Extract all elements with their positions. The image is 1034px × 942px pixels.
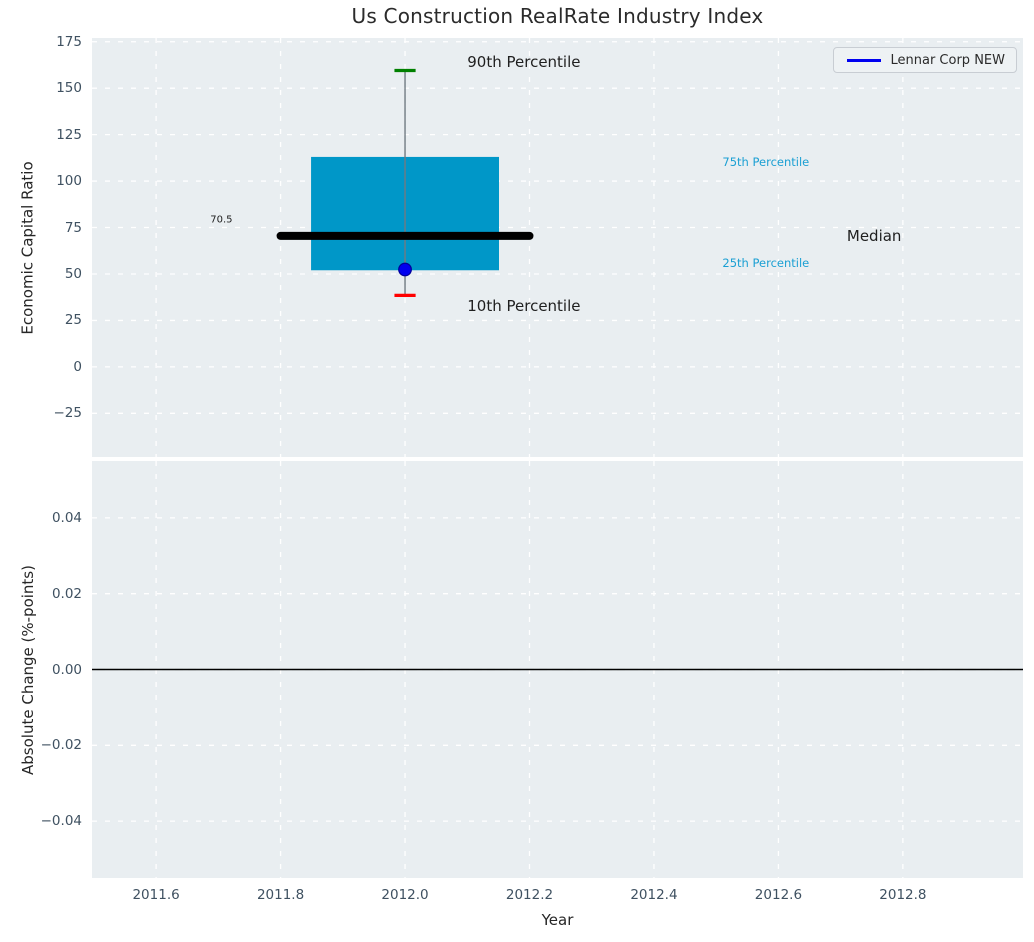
bottom-y-tick-label: 0.04 <box>51 509 82 526</box>
top-y-tick-label: 150 <box>56 80 82 97</box>
annotation-median-value: 70.5 <box>210 214 233 226</box>
company-marker <box>398 262 412 277</box>
top-y-tick-label: 25 <box>64 312 82 329</box>
x-tick-label: 2012.2 <box>505 887 554 903</box>
top-y-tick-label: 50 <box>64 265 82 282</box>
legend-line-swatch <box>846 58 881 62</box>
top-y-tick-label: 175 <box>56 33 82 50</box>
legend-label: Lennar Corp NEW <box>890 52 1006 68</box>
x-tick-label: 2012.0 <box>381 887 429 903</box>
top-y-tick-label: 125 <box>56 126 82 143</box>
legend: Lennar Corp NEW <box>832 47 1017 73</box>
bottom-plot-panel <box>92 461 1023 878</box>
top-y-tick-label: 100 <box>56 173 82 190</box>
annotation-75th-percentile: 75th Percentile <box>722 155 810 170</box>
annotation-10th-percentile: 10th Percentile <box>467 296 581 315</box>
chart-title: Us Construction RealRate Industry Index <box>351 4 764 28</box>
x-tick-label: 2012.6 <box>754 887 803 903</box>
annotation-90th-percentile: 90th Percentile <box>467 53 581 72</box>
bottom-y-tick-label: 0.02 <box>51 585 82 602</box>
top-y-axis-label-wrap: Economic Capital Ratio <box>12 38 44 457</box>
annotation-25th-percentile: 25th Percentile <box>722 255 810 270</box>
top-y-tick-label: 75 <box>64 219 82 236</box>
x-tick-label: 2011.6 <box>132 887 180 903</box>
top-plot-panel: Lennar Corp NEW 90th Percentile 10th Per… <box>92 38 1023 457</box>
annotation-median: Median <box>846 226 902 245</box>
gridlines <box>92 38 1023 457</box>
bottom-plot-canvas <box>92 461 1023 878</box>
x-tick-label: 2012.4 <box>630 887 678 903</box>
x-tick-label: 2012.8 <box>879 887 927 903</box>
bottom-y-tick-label: 0.00 <box>51 661 82 678</box>
top-y-tick-label: −25 <box>53 405 83 422</box>
top-plot-canvas <box>92 38 1023 457</box>
bottom-y-tick-label: −0.02 <box>40 737 82 754</box>
bottom-y-tick-label: −0.04 <box>40 813 82 830</box>
x-axis-label: Year <box>541 911 574 929</box>
x-tick-label: 2011.8 <box>256 887 305 903</box>
top-y-tick-label: 0 <box>73 358 82 375</box>
